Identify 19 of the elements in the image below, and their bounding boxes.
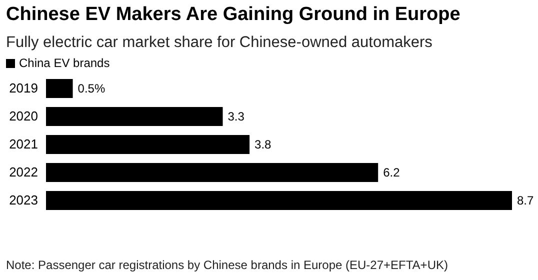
bar (46, 107, 223, 126)
data-label: 3.8 (254, 138, 272, 152)
y-tick-label: 2019 (9, 80, 38, 96)
data-label: 0.5% (78, 82, 106, 96)
bar (46, 135, 250, 154)
data-label: 8.7 (517, 194, 534, 208)
text: Note: Passenger car registrations by Chinese brands in Europe (EU-27+EFTA+UK) (6, 258, 448, 272)
y-tick-label: 2022 (9, 164, 38, 180)
bar (46, 163, 378, 182)
chart-title: Chinese EV Makers Are Gaining Ground in Europe (6, 4, 460, 26)
y-tick-label: 2021 (9, 136, 38, 152)
y-tick-label: 2023 (9, 192, 38, 208)
chart-subtitle: Fully electric car market share for Chinese-owned automakers (6, 34, 432, 52)
y-tick-label: 2020 (9, 108, 38, 124)
legend-label: China EV brands (19, 56, 110, 70)
data-label: 6.2 (383, 166, 400, 180)
data-label: 3.3 (228, 110, 245, 124)
bar (46, 191, 512, 210)
bar (46, 79, 73, 98)
